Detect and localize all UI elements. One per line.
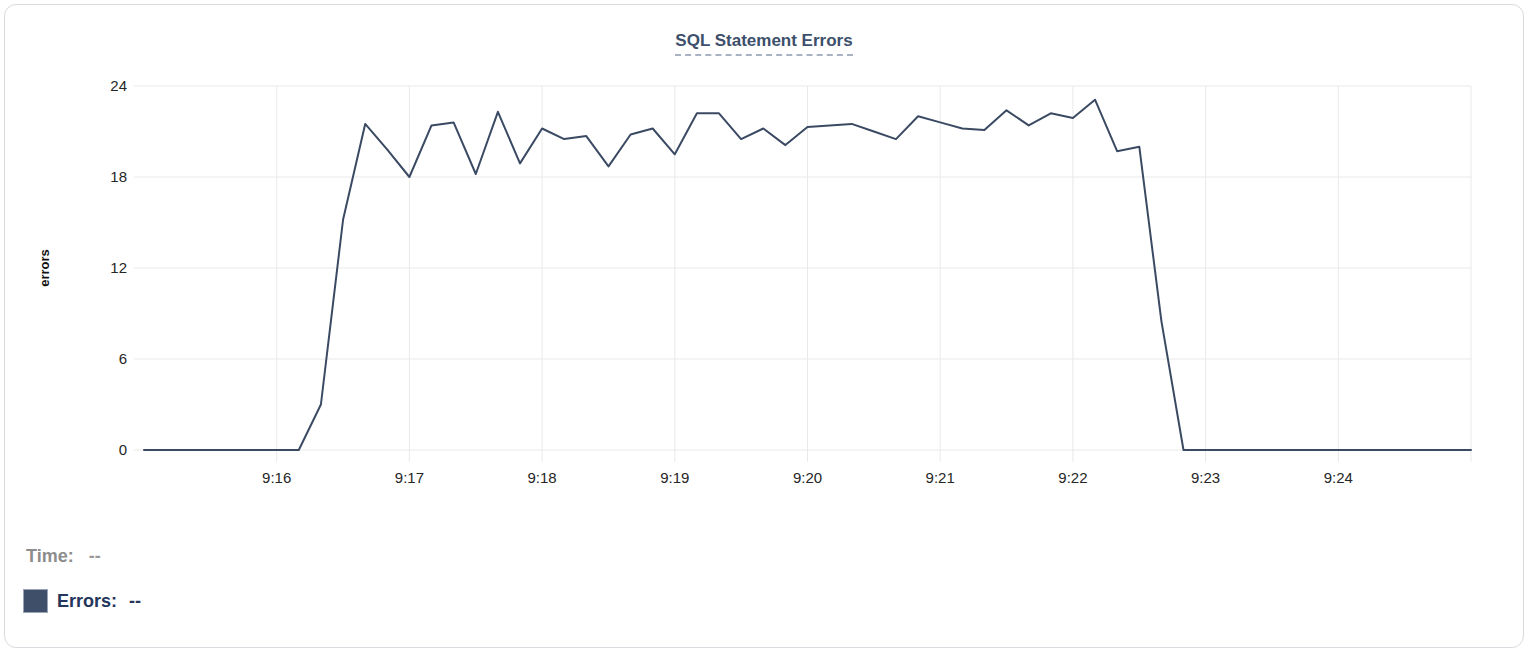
svg-text:9:23: 9:23 bbox=[1191, 469, 1220, 486]
tooltip-time-label: Time: bbox=[26, 546, 74, 566]
tooltip-time-value: -- bbox=[89, 546, 101, 566]
svg-text:9:16: 9:16 bbox=[262, 469, 291, 486]
svg-text:24: 24 bbox=[110, 77, 127, 94]
svg-text:9:18: 9:18 bbox=[527, 469, 556, 486]
svg-text:9:24: 9:24 bbox=[1324, 469, 1353, 486]
svg-text:errors: errors bbox=[37, 249, 52, 287]
svg-text:9:21: 9:21 bbox=[926, 469, 955, 486]
svg-text:6: 6 bbox=[119, 350, 127, 367]
errors-line-chart[interactable]: 0 6 12 18 24 9:16 9:17 9:18 9:19 9:20 9:21 9:22 9:23… bbox=[5, 5, 1524, 505]
errors-series-swatch bbox=[23, 589, 48, 613]
svg-text:18: 18 bbox=[110, 168, 127, 185]
tooltip-time-row: Time: -- bbox=[26, 546, 101, 567]
chart-card: SQL Statement Errors 061218249:169:179:1… bbox=[4, 4, 1524, 648]
svg-text:9:17: 9:17 bbox=[395, 469, 424, 486]
svg-text:9:19: 9:19 bbox=[660, 469, 689, 486]
svg-text:9:22: 9:22 bbox=[1058, 469, 1087, 486]
legend-errors-item[interactable]: Errors: -- bbox=[23, 589, 141, 613]
svg-text:0: 0 bbox=[119, 441, 127, 458]
tooltip-errors-value: -- bbox=[129, 591, 141, 612]
svg-text:12: 12 bbox=[110, 259, 127, 276]
svg-text:9:20: 9:20 bbox=[793, 469, 822, 486]
legend-errors-label: Errors: bbox=[57, 591, 117, 612]
